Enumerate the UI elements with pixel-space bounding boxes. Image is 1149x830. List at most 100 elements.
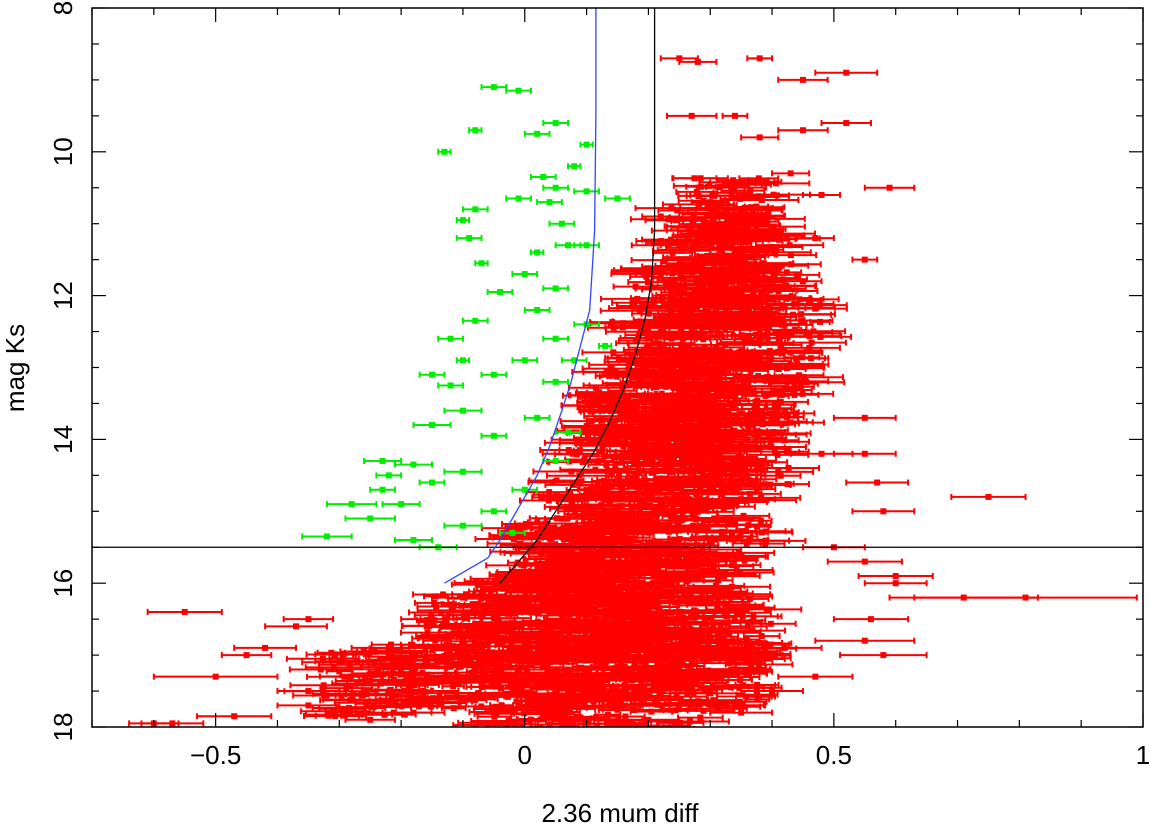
data-point-marker — [500, 585, 507, 592]
data-point-marker — [755, 175, 762, 182]
data-point-marker — [663, 467, 670, 474]
data-point-marker — [510, 536, 517, 543]
data-point-marker — [619, 458, 626, 465]
data-point-marker — [504, 610, 511, 617]
data-point-marker — [614, 516, 621, 523]
data-point-marker — [553, 477, 560, 484]
data-point-marker — [754, 523, 761, 530]
data-point-marker — [690, 217, 697, 224]
data-point-marker — [479, 612, 486, 619]
series-red — [128, 55, 1138, 727]
data-point-marker — [531, 609, 538, 616]
data-point-marker — [626, 512, 633, 519]
data-point-marker — [690, 396, 697, 403]
data-point-marker — [604, 496, 611, 503]
data-point-marker — [617, 413, 624, 420]
data-point-marker — [757, 517, 764, 524]
data-point-marker — [601, 508, 608, 515]
data-point-marker — [528, 606, 535, 613]
data-point-marker — [505, 587, 512, 594]
data-point-marker — [740, 591, 747, 598]
data-point-marker — [700, 567, 707, 574]
data-point-marker — [579, 459, 586, 466]
data-point-marker — [775, 468, 782, 475]
data-point-marker — [570, 503, 577, 510]
data-point-marker — [649, 459, 656, 466]
data-point-marker — [515, 523, 522, 530]
data-point-marker — [522, 589, 529, 596]
data-point-marker — [597, 484, 604, 491]
data-point-marker — [770, 191, 777, 198]
data-point-marker — [771, 448, 778, 455]
data-point-marker — [600, 478, 607, 485]
data-point-marker — [673, 587, 680, 594]
data-point-marker — [749, 206, 756, 213]
data-point-marker — [600, 490, 607, 497]
data-point-marker — [535, 540, 542, 547]
data-point-marker — [740, 512, 747, 519]
data-point-marker — [522, 521, 529, 528]
data-point-marker — [785, 464, 792, 471]
data-point-marker — [614, 506, 621, 513]
data-point-marker — [628, 476, 635, 483]
data-point-marker — [628, 354, 635, 361]
data-point-marker — [628, 433, 635, 440]
data-point-marker — [710, 587, 717, 594]
data-point-marker — [548, 525, 555, 532]
data-point-marker — [630, 495, 637, 502]
data-point-marker — [687, 246, 694, 253]
data-point-marker — [600, 442, 607, 449]
data-point-marker — [762, 537, 769, 544]
data-point-marker — [619, 488, 626, 495]
data-point-marker — [583, 495, 590, 502]
data-point-marker — [576, 479, 583, 486]
data-point-marker — [513, 578, 520, 585]
data-point-marker — [608, 469, 615, 476]
data-point-marker — [507, 525, 514, 532]
data-point-marker — [758, 197, 765, 204]
data-point-marker — [603, 461, 610, 468]
data-point-marker — [515, 540, 522, 547]
data-point-marker — [711, 515, 718, 522]
data-point-marker — [616, 473, 623, 480]
data-point-marker — [719, 571, 726, 578]
data-point-marker — [599, 542, 606, 549]
data-point-marker — [687, 227, 694, 234]
data-point-marker — [725, 213, 732, 220]
data-point-marker — [562, 621, 569, 628]
data-point-marker — [583, 487, 590, 494]
data-point-marker — [728, 184, 735, 191]
data-point-marker — [546, 489, 553, 496]
data-point-marker — [509, 583, 516, 590]
data-point-marker — [540, 620, 547, 627]
data-point-marker — [585, 434, 592, 441]
data-point-marker — [573, 436, 580, 443]
data-point-marker — [574, 505, 581, 512]
data-point-marker — [729, 189, 736, 196]
data-point-marker — [536, 531, 543, 538]
data-point-marker — [566, 494, 573, 501]
data-point-marker — [565, 447, 572, 454]
data-point-marker — [733, 552, 740, 559]
data-point-marker — [797, 383, 804, 390]
data-point-marker — [615, 495, 622, 502]
data-point-marker — [592, 466, 599, 473]
data-point-marker — [534, 519, 541, 526]
data-point-marker — [712, 380, 719, 387]
data-point-marker — [479, 588, 486, 595]
data-point-marker — [594, 481, 601, 488]
data-point-marker — [741, 557, 748, 564]
data-point-marker — [599, 447, 606, 454]
data-point-marker — [473, 578, 480, 585]
data-point-marker — [478, 579, 485, 586]
data-point-marker — [474, 581, 481, 588]
data-point-marker — [568, 468, 575, 475]
data-point-marker — [573, 439, 580, 446]
data-point-marker — [691, 175, 698, 182]
data-point-marker — [569, 450, 576, 457]
data-point-marker — [608, 441, 615, 448]
data-point-marker — [494, 575, 501, 582]
data-point-marker — [534, 618, 541, 625]
data-point-marker — [516, 572, 523, 579]
